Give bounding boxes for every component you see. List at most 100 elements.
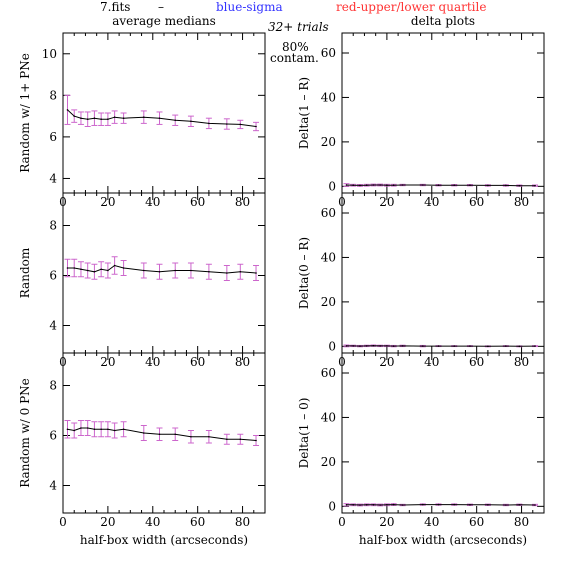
- data-point: [422, 184, 424, 186]
- y-tick-label: 4: [49, 479, 57, 493]
- data-point: [122, 428, 125, 431]
- y-tick-label: 4: [49, 171, 57, 185]
- data-point: [113, 429, 116, 432]
- data-point: [158, 433, 161, 436]
- x-tick-label: 80: [514, 195, 529, 209]
- data-point: [80, 117, 82, 119]
- x-tick-label: 0: [59, 515, 67, 529]
- data-point: [86, 118, 89, 121]
- data-point: [208, 270, 210, 273]
- data-point: [365, 503, 368, 506]
- data-point: [73, 429, 76, 432]
- data-point: [392, 345, 395, 347]
- x-tick-label: 40: [145, 515, 160, 529]
- y-axis-label: Random: [18, 247, 32, 298]
- data-point: [437, 184, 440, 187]
- x-tick-label: 20: [100, 195, 115, 209]
- data-point: [437, 345, 440, 347]
- header: 7.fits – blue-sigma red-upper/lower quar…: [100, 0, 486, 65]
- data-point: [122, 267, 125, 269]
- y-tick-label: 0: [328, 339, 336, 353]
- data-point: [469, 503, 471, 506]
- data-point: [437, 503, 440, 506]
- data-point: [208, 122, 210, 125]
- x-tick-label: 60: [190, 195, 205, 209]
- data-point: [190, 435, 192, 438]
- x-tick-label: 20: [379, 515, 394, 529]
- data-point: [422, 503, 424, 506]
- x-tick-label: 60: [469, 355, 484, 369]
- x-tick-label: 60: [190, 515, 205, 529]
- data-point: [239, 270, 242, 273]
- panel-title: delta plots: [411, 14, 475, 28]
- data-point: [73, 267, 76, 269]
- data-point: [66, 428, 69, 431]
- x-tick-label: 40: [424, 515, 439, 529]
- x-tick-label: 20: [379, 355, 394, 369]
- y-tick-label: 8: [49, 88, 57, 102]
- contam-label: contam.: [270, 51, 319, 65]
- data-point: [113, 116, 116, 118]
- data-point: [226, 123, 228, 125]
- data-point: [239, 123, 242, 126]
- y-tick-label: 10: [42, 47, 57, 61]
- chart-panel-right-bottom: 0 20 40 60 80 0 20 40 60 Delta(1 – 0) half-box wid…: [297, 352, 545, 547]
- data-point: [453, 345, 456, 347]
- panel-title: average medians: [112, 14, 216, 28]
- plot-frame: [341, 192, 545, 354]
- data-point: [93, 117, 96, 119]
- x-tick-label: 20: [379, 195, 394, 209]
- y-tick-label: 6: [49, 130, 57, 144]
- data-point: [352, 503, 355, 506]
- y-tick-label: 20: [321, 455, 336, 469]
- y-axis-label: Random w/ 0 PNe: [18, 378, 32, 488]
- y-tick-label: 0: [328, 179, 336, 193]
- data-point: [158, 117, 161, 119]
- y-tick-label: 60: [321, 206, 336, 220]
- data-point: [379, 184, 381, 186]
- data-point: [93, 428, 96, 431]
- y-axis-label: Random w/ 1+ PNe: [18, 53, 32, 173]
- plot-frame: [62, 192, 266, 354]
- data-point: [453, 184, 456, 187]
- data-point: [190, 120, 192, 123]
- y-tick-label: 0: [328, 499, 336, 513]
- data-point: [518, 184, 521, 187]
- data-point: [239, 438, 242, 441]
- data-point: [143, 269, 145, 272]
- data-point: [345, 345, 348, 347]
- data-point: [518, 503, 521, 506]
- x-tick-label: 80: [235, 355, 250, 369]
- data-point: [534, 184, 536, 187]
- data-point: [518, 345, 521, 348]
- x-tick-label: 40: [145, 355, 160, 369]
- plot-frame: [341, 352, 545, 514]
- data-point: [190, 269, 192, 272]
- data-point: [352, 345, 355, 347]
- data-point: [487, 184, 489, 187]
- x-axis-label: half-box width (arcseconds): [359, 533, 527, 547]
- y-tick-label: 20: [321, 295, 336, 309]
- data-point: [100, 118, 102, 121]
- plot-frame: [62, 32, 266, 194]
- y-tick-label: 60: [321, 366, 336, 380]
- plot-frame: [62, 352, 266, 514]
- data-point: [534, 504, 536, 506]
- data-point: [255, 272, 257, 274]
- data-point: [352, 184, 355, 187]
- median-line: [67, 264, 257, 274]
- data-point: [505, 345, 507, 347]
- data-point: [392, 184, 395, 187]
- y-tick-label: 6: [49, 429, 57, 443]
- x-tick-label: 40: [424, 195, 439, 209]
- data-point: [401, 345, 404, 347]
- x-tick-label: 40: [424, 355, 439, 369]
- data-point: [174, 269, 177, 272]
- data-point: [534, 345, 536, 347]
- data-point: [226, 438, 228, 441]
- data-point: [86, 427, 89, 429]
- data-point: [122, 117, 125, 119]
